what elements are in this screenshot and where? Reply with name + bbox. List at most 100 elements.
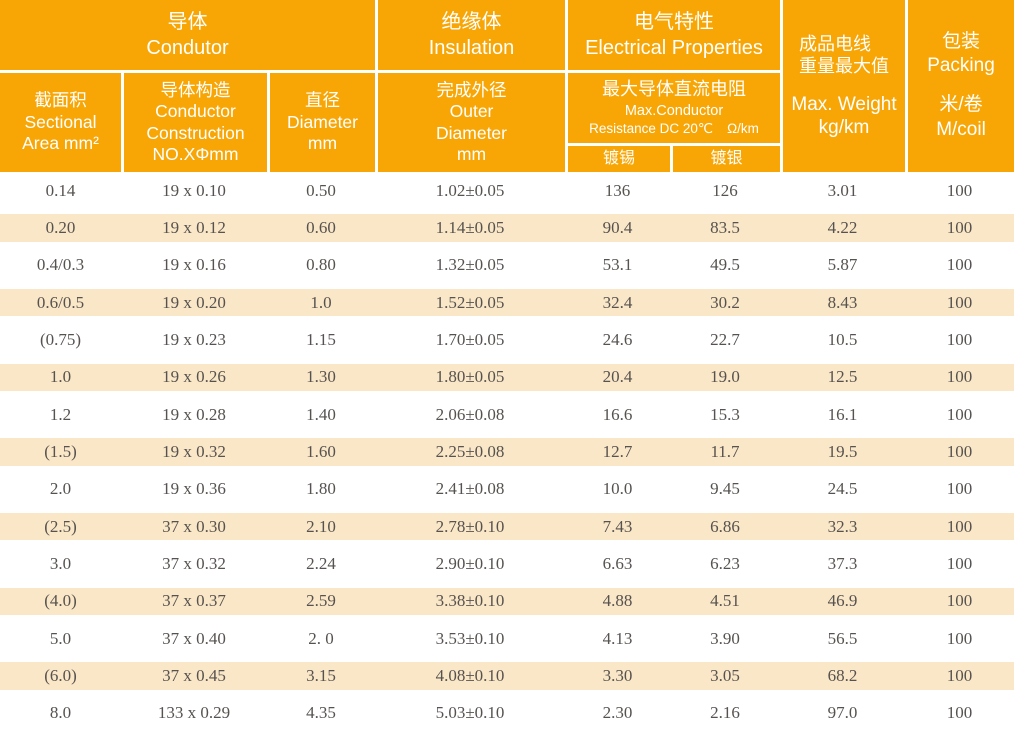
table-cell: 0.60 — [306, 217, 336, 237]
table-cell: 56.5 — [827, 628, 858, 648]
table-cell: 5.87 — [827, 255, 858, 275]
table-cell: 24.6 — [602, 329, 633, 349]
table-cell: 2.24 — [306, 553, 336, 573]
table-cell: 2.90±0.10 — [435, 553, 505, 573]
table-cell: 19 x 0.32 — [162, 441, 226, 461]
table-cell: 37 x 0.30 — [162, 516, 226, 536]
table-cell: (1.5) — [44, 441, 77, 461]
table-cell: 1.02±0.05 — [435, 180, 505, 200]
table-row: 3.0 37 x 0.32 2.24 2.90±0.10 6.63 6.23 37.3 100 — [0, 545, 1014, 582]
table-cell: 2.30 — [602, 703, 633, 723]
table-cell: 53.1 — [602, 255, 633, 275]
table-row: (6.0) 37 x 0.45 3.15 4.08±0.10 3.30 3.05 68.2 1… — [0, 657, 1014, 695]
table-cell: 2.41±0.08 — [435, 479, 505, 499]
table-cell: 8.43 — [827, 292, 858, 312]
table-cell: 0.50 — [306, 180, 336, 200]
table-cell: 100 — [946, 292, 973, 312]
table-cell: 100 — [946, 367, 973, 387]
table-header: 导体 Condutor 绝缘体 Insulation 电气特性 Electric… — [0, 0, 1014, 172]
table-cell: 2.25±0.08 — [435, 441, 505, 461]
table-cell: 7.43 — [602, 516, 633, 536]
header-max-weight-en: Max. Weight kg/km — [791, 93, 897, 138]
table-cell: 49.5 — [710, 255, 740, 275]
table-cell: 37 x 0.37 — [162, 591, 226, 611]
table-cell: 37.3 — [827, 553, 858, 573]
table-cell: 1.2 — [49, 404, 72, 424]
table-cell: (2.5) — [44, 516, 77, 536]
table-cell: 97.0 — [827, 703, 858, 723]
header-electrical-en: Electrical Properties — [585, 37, 763, 59]
table-cell: 100 — [946, 553, 973, 573]
table-cell: 2.16 — [710, 703, 740, 723]
header-conductor-en: Condutor — [146, 37, 229, 59]
table-cell: 3.90 — [710, 628, 740, 648]
table-cell: 6.23 — [710, 553, 740, 573]
table-cell: 19 x 0.26 — [162, 367, 226, 387]
table-cell: 3.15 — [306, 665, 336, 685]
table-row: (2.5) 37 x 0.30 2.10 2.78±0.10 7.43 6.86 32.3 1… — [0, 507, 1014, 546]
table-cell: 100 — [946, 180, 973, 200]
header-resistance: 最大导体直流电阻 Max.Conductor Resistance DC 20℃… — [568, 73, 780, 143]
header-insulation-en: Insulation — [428, 37, 515, 59]
table-row: 1.2 19 x 0.28 1.40 2.06±0.08 16.6 15.3 16.1 100 — [0, 396, 1014, 433]
table-cell: 1.52±0.05 — [435, 292, 505, 312]
table-cell: 2.78±0.10 — [435, 516, 505, 536]
table-cell: 100 — [946, 591, 973, 611]
table-cell: 68.2 — [827, 665, 858, 685]
table-row: 8.0 133 x 0.29 4.35 5.03±0.10 2.30 2.16 97.0 10… — [0, 695, 1014, 732]
header-electrical-zh: 电气特性 — [634, 11, 714, 33]
table-cell: 19 x 0.28 — [162, 404, 226, 424]
table-cell: 37 x 0.32 — [162, 553, 226, 573]
table-cell: 4.51 — [710, 591, 740, 611]
table-cell: 2.06±0.08 — [435, 404, 505, 424]
table-cell: 11.7 — [710, 441, 740, 461]
table-cell: 32.3 — [827, 516, 858, 536]
table-cell: 12.5 — [827, 367, 858, 387]
table-cell: 3.01 — [827, 180, 858, 200]
table-cell: 100 — [946, 516, 973, 536]
table-cell: 22.7 — [710, 329, 740, 349]
table-cell: 1.60 — [306, 441, 336, 461]
table-cell: 100 — [946, 628, 973, 648]
header-max-weight-zh: 成品电线 重量最大值 — [799, 33, 889, 77]
table-cell: 15.3 — [710, 404, 740, 424]
table-cell: 20.4 — [602, 367, 633, 387]
table-cell: 100 — [946, 665, 973, 685]
table-cell: 30.2 — [710, 292, 740, 312]
table-cell: 0.20 — [45, 217, 76, 237]
table-cell: 133 x 0.29 — [157, 703, 231, 723]
table-cell: 100 — [946, 329, 973, 349]
table-cell: 37 x 0.45 — [162, 665, 226, 685]
table-row: (1.5) 19 x 0.32 1.60 2.25±0.08 12.7 11.7 19.5 1… — [0, 433, 1014, 471]
header-packing-label: 包装 Packing — [927, 30, 995, 77]
resistance-unit: Ω/km — [727, 121, 759, 137]
table-cell: 1.70±0.05 — [435, 329, 505, 349]
table-cell: 1.32±0.05 — [435, 255, 505, 275]
table-cell: 1.0 — [310, 292, 332, 312]
table-cell: (4.0) — [44, 591, 77, 611]
table-cell: 19 x 0.10 — [162, 180, 226, 200]
table-cell: 1.15 — [306, 329, 336, 349]
table-cell: 90.4 — [602, 217, 633, 237]
table-cell: 1.0 — [49, 367, 72, 387]
table-cell: 100 — [946, 217, 973, 237]
table-cell: (6.0) — [44, 665, 77, 685]
table-cell: 3.05 — [710, 665, 740, 685]
table-cell: 0.4/0.3 — [36, 255, 85, 275]
table-cell: 19.0 — [710, 367, 740, 387]
table-cell: 4.88 — [602, 591, 633, 611]
header-electrical-group: 电气特性 Electrical Properties — [568, 0, 780, 70]
table-cell: 19 x 0.12 — [162, 217, 226, 237]
table-row: 2.0 19 x 0.36 1.80 2.41±0.08 10.0 9.45 24.5 100 — [0, 471, 1014, 508]
table-cell: 19 x 0.20 — [162, 292, 226, 312]
table-cell: 0.80 — [306, 255, 336, 275]
table-cell: 100 — [946, 703, 973, 723]
table-cell: 6.63 — [602, 553, 633, 573]
table-cell: 3.30 — [602, 665, 633, 685]
table-cell: 19 x 0.16 — [162, 255, 226, 275]
table-cell: 4.13 — [602, 628, 633, 648]
table-cell: 10.5 — [827, 329, 858, 349]
header-max-weight: 成品电线 重量最大值 Max. Weight kg/km — [783, 0, 905, 172]
header-silver-plated: 镀银 — [673, 146, 780, 172]
